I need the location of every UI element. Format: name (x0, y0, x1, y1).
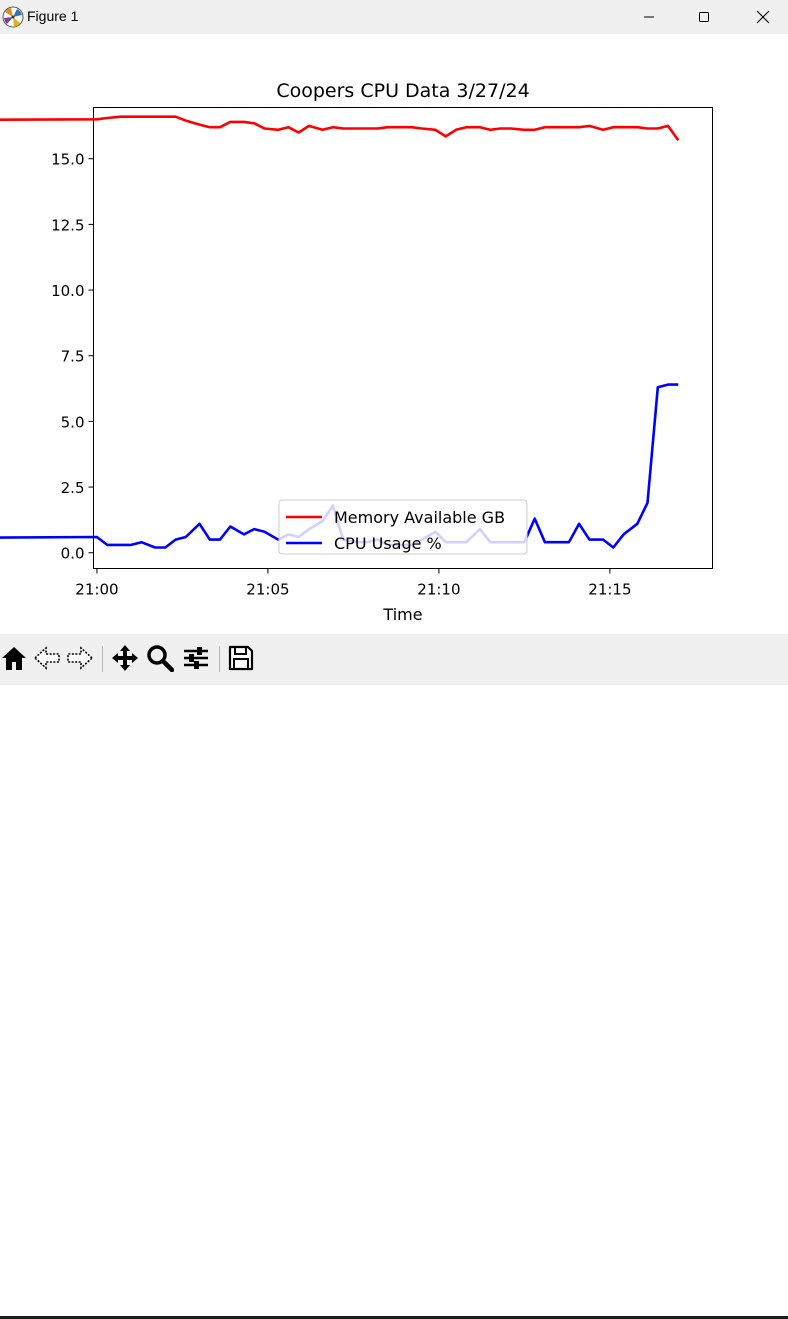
forward-button[interactable] (66, 644, 96, 674)
back-arrow-icon (33, 644, 63, 672)
pan-button[interactable] (111, 644, 141, 674)
y-tick-label: 10.0 (51, 282, 84, 300)
x-axis-label: Time (382, 605, 422, 624)
pan-move-icon (111, 644, 141, 672)
close-icon (756, 10, 770, 24)
save-button[interactable] (227, 644, 257, 674)
home-button[interactable] (0, 644, 30, 674)
x-tick-label: 21:05 (246, 581, 289, 599)
x-axis: 21:00 21:05 21:10 21:15 (75, 568, 632, 599)
x-tick-label: 21:00 (75, 581, 118, 599)
x-tick-label: 21:15 (588, 581, 631, 599)
zoom-magnifier-icon (146, 644, 176, 672)
figure-canvas[interactable]: Coopers CPU Data 3/27/24 0.0 2.5 5.0 7.5 10.… (0, 34, 788, 634)
toolbar-separator (102, 646, 103, 672)
legend-label-memory: Memory Available GB (334, 508, 505, 527)
y-tick-label: 5.0 (61, 413, 85, 431)
toolbar-separator (219, 646, 220, 672)
matplotlib-logo-icon (2, 6, 24, 28)
series-lines (0, 115, 680, 549)
y-tick-label: 12.5 (51, 216, 84, 234)
maximize-icon (698, 11, 710, 23)
y-tick-label: 15.0 (51, 151, 84, 169)
line-chart[interactable]: Coopers CPU Data 3/27/24 0.0 2.5 5.0 7.5 10.… (0, 34, 788, 634)
x-tick-label: 21:10 (417, 581, 460, 599)
y-axis: 0.0 2.5 5.0 7.5 10.0 12.5 15.0 (51, 151, 94, 563)
configure-subplots-icon (182, 644, 212, 672)
legend-label-cpu: CPU Usage % (334, 534, 442, 553)
forward-arrow-icon (66, 644, 96, 672)
window-title: Figure 1 (27, 8, 79, 24)
navigation-toolbar (0, 634, 788, 1319)
configure-subplots-button[interactable] (182, 644, 212, 674)
legend-box (278, 499, 528, 555)
back-button[interactable] (33, 644, 63, 674)
close-button[interactable] (740, 0, 786, 34)
y-tick-label: 0.0 (61, 545, 85, 563)
window-title-bar[interactable]: Figure 1 (0, 0, 788, 34)
plot-area[interactable] (93, 107, 713, 569)
y-tick-label: 2.5 (61, 479, 85, 497)
minimize-button[interactable] (626, 0, 672, 34)
series-line-memory-available (0, 115, 680, 142)
chart-title: Coopers CPU Data 3/27/24 (276, 80, 529, 102)
minimize-icon (643, 11, 655, 23)
y-tick-label: 7.5 (61, 348, 85, 366)
save-floppy-icon (227, 644, 257, 672)
zoom-button[interactable] (146, 644, 176, 674)
legend: Memory Available GB CPU Usage % (278, 499, 528, 555)
home-icon (0, 644, 30, 672)
maximize-button[interactable] (681, 0, 727, 34)
